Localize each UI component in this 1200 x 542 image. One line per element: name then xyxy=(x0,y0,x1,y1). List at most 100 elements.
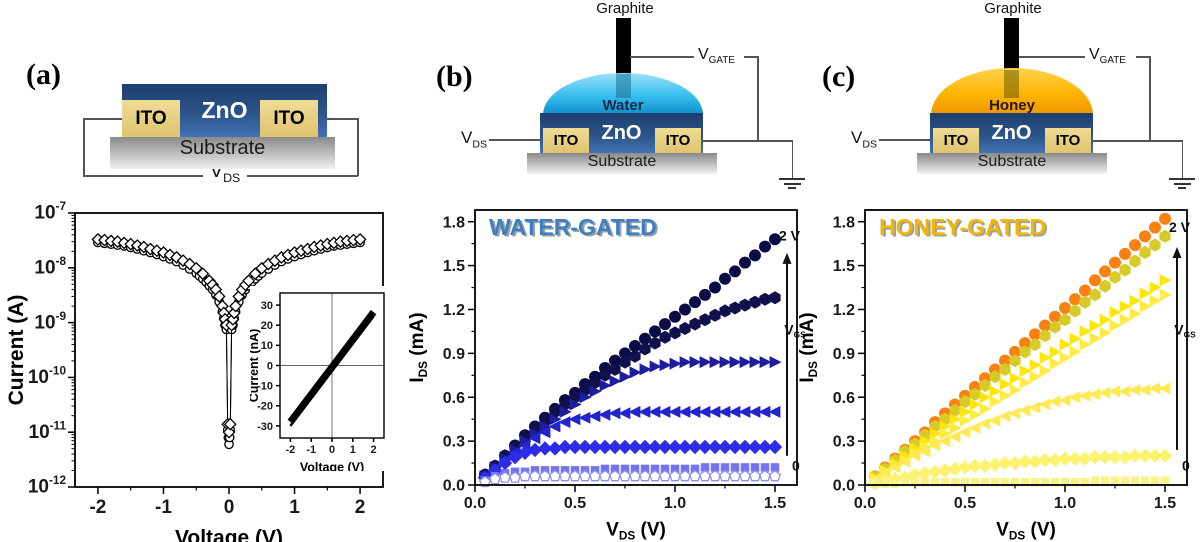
wire xyxy=(83,175,203,177)
svg-text:10-8: 10-8 xyxy=(34,255,66,279)
vgate-sub: GATE xyxy=(1099,55,1126,67)
ito-label: ITO xyxy=(943,132,969,149)
wire xyxy=(1181,140,1184,178)
ground-symbol-c xyxy=(1178,187,1186,190)
svg-text:10-10: 10-10 xyxy=(28,365,67,389)
vgate-label-b: VGATE xyxy=(698,46,735,66)
wire xyxy=(744,56,758,58)
svg-text:VDS (V): VDS (V) xyxy=(606,519,666,542)
svg-text:1.0: 1.0 xyxy=(664,495,686,512)
svg-text:20: 20 xyxy=(261,320,273,332)
svg-text:Voltage (V): Voltage (V) xyxy=(300,461,364,472)
svg-text:0.0: 0.0 xyxy=(833,478,855,495)
vds-sub: DS xyxy=(862,138,877,151)
svg-text:HONEY-GATED: HONEY-GATED xyxy=(879,214,1046,240)
wire xyxy=(879,139,930,141)
svg-text:10-12: 10-12 xyxy=(28,474,67,498)
wire xyxy=(318,118,358,120)
svg-text:1.0: 1.0 xyxy=(1054,495,1076,512)
svg-text:1.2: 1.2 xyxy=(833,302,855,319)
svg-text:1.5: 1.5 xyxy=(443,258,465,275)
honey-label: Honey xyxy=(989,97,1035,114)
svg-text:HONEY-GATED: HONEY-GATED xyxy=(881,215,1048,241)
ito-label: ITO xyxy=(273,107,305,129)
wire xyxy=(83,118,85,176)
svg-text:-1: -1 xyxy=(155,497,172,518)
svg-text:2 V: 2 V xyxy=(1169,219,1191,235)
wire xyxy=(1136,56,1150,58)
wire xyxy=(83,118,123,120)
substrate-label: Substrate xyxy=(977,153,1047,170)
wire xyxy=(791,140,794,178)
svg-text:-2: -2 xyxy=(286,444,296,456)
wire xyxy=(489,139,540,141)
svg-text:0.0: 0.0 xyxy=(464,495,486,512)
svg-text:IDS (mA): IDS (mA) xyxy=(407,312,430,382)
panel-b-label: (b) xyxy=(436,60,473,93)
ito-contact-right-c: ITO xyxy=(1045,128,1091,153)
svg-text:0.3: 0.3 xyxy=(443,434,465,451)
svg-text:Voltage (V): Voltage (V) xyxy=(175,527,283,542)
panel-c-label: (c) xyxy=(822,60,856,93)
svg-text:-2: -2 xyxy=(89,497,106,518)
svg-text:2 V: 2 V xyxy=(779,228,801,244)
svg-text:VGS: VGS xyxy=(1174,321,1196,339)
panel-a-label: (a) xyxy=(26,58,61,91)
graphite-rod-submerged-b xyxy=(616,74,631,98)
svg-text:0.0: 0.0 xyxy=(854,495,876,512)
vgate-main: V xyxy=(1089,46,1100,63)
svg-text:0.6: 0.6 xyxy=(443,390,465,407)
svg-text:0.0: 0.0 xyxy=(443,478,465,495)
vds-label-b: VDS xyxy=(447,128,487,150)
svg-text:WATER-GATED: WATER-GATED xyxy=(491,215,659,241)
svg-text:30: 30 xyxy=(261,300,273,312)
vgate-main: V xyxy=(698,46,709,63)
svg-text:0: 0 xyxy=(1182,457,1190,473)
svg-text:1.8: 1.8 xyxy=(833,214,855,231)
svg-text:Current (nA): Current (nA) xyxy=(250,329,261,403)
vgate-sub: GATE xyxy=(708,55,735,67)
ito-contact-left-b: ITO xyxy=(543,128,589,153)
svg-text:2: 2 xyxy=(355,497,366,518)
svg-text:10-9: 10-9 xyxy=(34,310,66,334)
vds-sub: DS xyxy=(472,138,487,151)
svg-text:VGS: VGS xyxy=(784,321,806,339)
svg-text:1.5: 1.5 xyxy=(1154,495,1176,512)
ground-symbol-c xyxy=(1173,182,1191,185)
substrate-b: Substrate xyxy=(527,153,717,174)
svg-text:WATER-GATED: WATER-GATED xyxy=(489,214,657,240)
graphite-label-b: Graphite xyxy=(596,0,654,17)
substrate-a: Substrate xyxy=(110,137,335,169)
ground-symbol-b xyxy=(788,187,796,190)
ito-contact-right-b: ITO xyxy=(655,128,701,153)
ito-contact-left-c: ITO xyxy=(933,128,979,153)
vds-label-c: VDS xyxy=(837,128,877,150)
svg-text:1.2: 1.2 xyxy=(443,302,465,319)
ground-symbol-b xyxy=(783,182,801,185)
svg-text:0.5: 0.5 xyxy=(564,495,586,512)
svg-text:1: 1 xyxy=(350,444,356,456)
ito-label: ITO xyxy=(553,132,579,149)
wire xyxy=(357,118,359,176)
ito-label: ITO xyxy=(135,107,167,129)
ground-symbol-b xyxy=(779,178,805,181)
svg-text:0.3: 0.3 xyxy=(833,434,855,451)
svg-text:0: 0 xyxy=(224,497,235,518)
svg-text:10: 10 xyxy=(261,340,273,352)
vds-main: V xyxy=(851,128,863,147)
svg-text:1.5: 1.5 xyxy=(833,258,855,275)
svg-text:0: 0 xyxy=(329,444,335,456)
wire xyxy=(630,56,694,58)
iv-log-plot: -2 -1 0 1 210-710-810-910-1010-1110-12Voltag… xyxy=(5,200,384,542)
substrate-c: Substrate xyxy=(917,153,1107,174)
svg-text:1.5: 1.5 xyxy=(764,495,786,512)
svg-text:0: 0 xyxy=(267,360,273,372)
ito-contact-right-a: ITO xyxy=(260,100,318,137)
svg-text:0.5: 0.5 xyxy=(954,495,976,512)
svg-text:-1: -1 xyxy=(306,444,316,456)
svg-text:-30: -30 xyxy=(257,421,273,433)
wire xyxy=(702,140,793,142)
svg-text:0: 0 xyxy=(792,457,800,473)
wire xyxy=(757,56,759,141)
